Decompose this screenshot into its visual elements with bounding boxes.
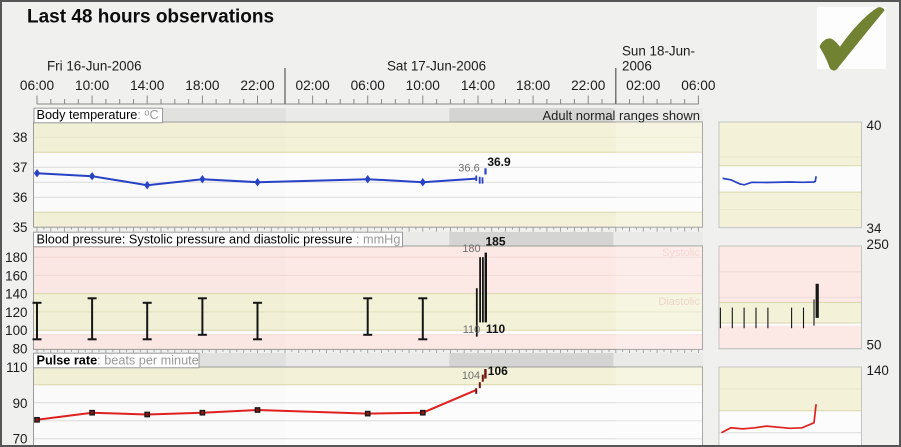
svg-text:180: 180 [462, 243, 480, 255]
svg-text:06:00: 06:00 [20, 78, 55, 93]
svg-text:10:00: 10:00 [406, 78, 441, 93]
svg-text:Body temperature: oC: Body temperature: oC [37, 108, 159, 123]
svg-text:36: 36 [13, 190, 28, 205]
svg-text:160: 160 [5, 268, 27, 283]
svg-text:35: 35 [13, 220, 28, 235]
svg-text:Systolic: Systolic [662, 247, 700, 259]
svg-text:36.9: 36.9 [487, 155, 511, 169]
svg-text:02:00: 02:00 [626, 78, 661, 93]
svg-text:70: 70 [13, 432, 28, 447]
svg-text:02:00: 02:00 [295, 78, 330, 93]
svg-text:37: 37 [13, 160, 28, 175]
svg-text:106: 106 [488, 364, 508, 378]
svg-text:Sun 18-Jun-: Sun 18-Jun- [622, 44, 695, 59]
svg-text:185: 185 [485, 235, 505, 249]
svg-text:18:00: 18:00 [185, 78, 220, 93]
svg-text:2006: 2006 [622, 58, 652, 73]
svg-text:10:00: 10:00 [75, 78, 110, 93]
svg-text:40: 40 [867, 118, 882, 133]
svg-text:Diastolic: Diastolic [658, 296, 700, 308]
svg-text:100: 100 [5, 323, 27, 338]
svg-text:Blood pressure: Systolic press: Blood pressure: Systolic pressure and di… [37, 232, 401, 246]
svg-text:34: 34 [867, 221, 882, 236]
svg-text:120: 120 [5, 305, 27, 320]
svg-text:104: 104 [462, 370, 480, 382]
svg-text:180: 180 [5, 250, 27, 265]
svg-text:110: 110 [486, 322, 506, 336]
svg-text:140: 140 [867, 363, 889, 378]
svg-text:38: 38 [13, 130, 28, 145]
svg-text:06:00: 06:00 [351, 78, 386, 93]
svg-text:250: 250 [867, 237, 889, 252]
svg-text:Fri 16-Jun-2006: Fri 16-Jun-2006 [47, 59, 142, 74]
svg-text:22:00: 22:00 [571, 78, 606, 93]
svg-text:80: 80 [13, 341, 28, 356]
svg-text:50: 50 [867, 338, 882, 353]
svg-text:Adult normal ranges shown: Adult normal ranges shown [542, 108, 700, 123]
svg-text:140: 140 [5, 287, 27, 302]
svg-text:22:00: 22:00 [240, 78, 275, 93]
svg-text:110: 110 [463, 324, 481, 336]
svg-text:14:00: 14:00 [461, 78, 496, 93]
svg-text:18:00: 18:00 [516, 78, 551, 93]
svg-text:Pulse rate: beats per minute: Pulse rate: beats per minute [37, 353, 199, 367]
svg-text:14:00: 14:00 [130, 78, 165, 93]
svg-text:Sat 17-Jun-2006: Sat 17-Jun-2006 [387, 59, 486, 74]
svg-text:36.6: 36.6 [458, 162, 479, 174]
svg-text:110: 110 [6, 360, 27, 375]
svg-text:90: 90 [13, 396, 28, 411]
svg-text:Last 48 hours observations: Last 48 hours observations [27, 7, 274, 28]
svg-text:06:00: 06:00 [681, 78, 716, 93]
